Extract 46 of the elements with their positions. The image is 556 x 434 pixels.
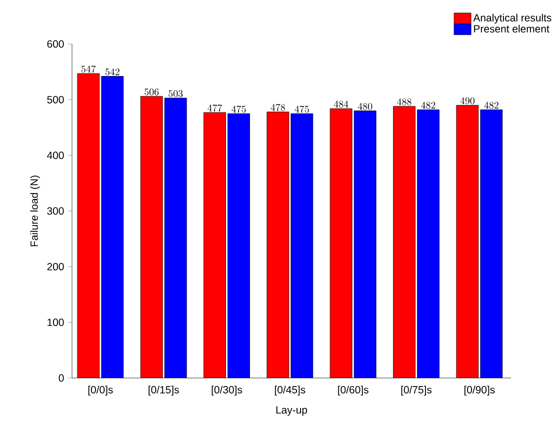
data-label: 478: [270, 104, 285, 111]
data-label: 547: [81, 66, 96, 73]
data-label: 482: [484, 102, 498, 109]
data-label: 475: [232, 106, 246, 113]
x-tick-label: [0/30]s: [212, 386, 242, 396]
data-label: 482: [421, 102, 436, 109]
y-tick-label: 400: [47, 152, 64, 160]
bar: [204, 112, 226, 378]
x-tick-label: [0/90]s: [464, 386, 495, 396]
y-tick-label: 300: [47, 207, 64, 215]
x-tick-label: [0/45]s: [274, 386, 306, 396]
x-axis-title: Lay-up: [276, 406, 308, 416]
data-label: 542: [105, 68, 120, 76]
y-tick-label: 600: [47, 40, 64, 48]
bar: [393, 106, 416, 378]
bar: [266, 112, 289, 378]
y-tick-label: 500: [47, 96, 64, 104]
y-axis-title: Failure load (N): [30, 176, 40, 246]
data-label: 490: [460, 97, 474, 104]
x-tick-label: [0/0]s: [88, 386, 113, 396]
x-tick-label: [0/60]s: [338, 386, 368, 396]
x-tick-label: [0/75]s: [401, 386, 432, 396]
legend-label: Analytical results: [473, 14, 552, 24]
bar: [290, 114, 313, 378]
bar: [77, 74, 100, 378]
bar: [140, 96, 163, 378]
data-label: 506: [144, 88, 159, 96]
data-label: 475: [294, 106, 309, 113]
data-label: 484: [334, 100, 348, 108]
legend-label: Present element: [474, 24, 550, 33]
bar: [480, 109, 503, 378]
y-tick-label: 0: [58, 374, 64, 382]
y-tick-label: 200: [47, 262, 64, 270]
bar: [228, 114, 250, 378]
data-label: 477: [208, 104, 222, 112]
bar: [354, 110, 376, 378]
data-label: 503: [168, 90, 183, 98]
y-tick-label: 100: [48, 318, 64, 326]
bar: [164, 98, 187, 378]
x-tick-label: [0/15]s: [148, 386, 179, 396]
bar: [417, 110, 440, 378]
data-label: 488: [397, 98, 412, 106]
bar: [101, 76, 124, 378]
data-label: 480: [358, 102, 372, 110]
bar: [330, 108, 352, 378]
bar: [456, 105, 479, 378]
